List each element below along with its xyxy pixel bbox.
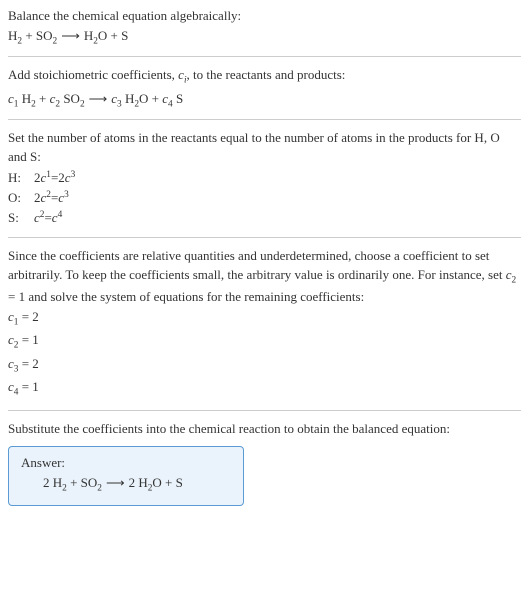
- solve-text: Since the coefficients are relative quan…: [8, 247, 521, 307]
- atoms-text: Set the number of atoms in the reactants…: [8, 129, 521, 167]
- coeffs-equation: c1 H2 + c2 SO2⟶c3 H2O + c4 S: [8, 91, 521, 110]
- balance-title: Balance the chemical equation algebraica…: [8, 7, 521, 26]
- section-coeffs: Add stoichiometric coefficients, ci, to …: [8, 56, 521, 109]
- section-answer: Substitute the coefficients into the che…: [8, 410, 521, 506]
- answer-text: Substitute the coefficients into the che…: [8, 420, 521, 439]
- atom-row: H:2 c1 = 2 c3: [8, 169, 521, 188]
- section-balance: Balance the chemical equation algebraica…: [8, 7, 521, 46]
- solve-c-eq: = 1: [8, 289, 25, 304]
- solution-row: c4 = 1: [8, 378, 521, 400]
- solutions: c1 = 2c2 = 1c3 = 2c4 = 1: [8, 308, 521, 400]
- page: Balance the chemical equation algebraica…: [0, 0, 529, 512]
- balance-equation: H2 + SO2⟶H2O + S: [8, 28, 521, 47]
- solution-row: c2 = 1: [8, 331, 521, 353]
- atom-row: S:c2 = c4: [8, 209, 521, 228]
- section-solve: Since the coefficients are relative quan…: [8, 237, 521, 399]
- solve-text-b: and solve the system of equations for th…: [25, 289, 364, 304]
- coeffs-intro: Add stoichiometric coefficients, ci, to …: [8, 66, 521, 88]
- answer-label: Answer:: [21, 455, 231, 471]
- section-atoms: Set the number of atoms in the reactants…: [8, 119, 521, 227]
- solve-c-sub: 2: [512, 276, 517, 286]
- answer-equation: 2 H2 + SO2⟶2 H2O + S: [21, 475, 231, 494]
- solve-text-a: Since the coefficients are relative quan…: [8, 248, 506, 282]
- solution-row: c1 = 2: [8, 308, 521, 330]
- atom-table: H:2 c1 = 2 c3O:2 c2 = c3S:c2 = c4: [8, 169, 521, 228]
- atom-row: O:2 c2 = c3: [8, 189, 521, 208]
- coeffs-intro-a: Add stoichiometric coefficients,: [8, 67, 178, 82]
- answer-box: Answer: 2 H2 + SO2⟶2 H2O + S: [8, 446, 244, 507]
- coeffs-intro-b: , to the reactants and products:: [187, 67, 346, 82]
- solution-row: c3 = 2: [8, 355, 521, 377]
